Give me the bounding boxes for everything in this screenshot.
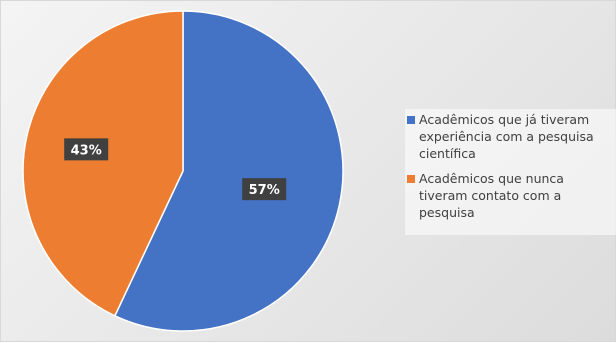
- pie-slice-never: [22, 10, 184, 317]
- legend-item-experienced: Acadêmicos que já tiveram experiência co…: [407, 111, 615, 162]
- legend: Acadêmicos que já tiveram experiência co…: [405, 109, 616, 235]
- legend-label: Acadêmicos que já tiveram experiência co…: [419, 112, 594, 161]
- legend-swatch-orange: [407, 175, 415, 183]
- legend-swatch-blue: [407, 116, 415, 124]
- data-label-text: 57%: [249, 183, 280, 198]
- pie-slice-experienced: [113, 10, 344, 332]
- legend-item-never: Acadêmicos que nunca tiveram contato com…: [407, 170, 615, 221]
- data-label-text: 43%: [71, 143, 102, 158]
- data-label-experienced: 57%: [242, 178, 287, 201]
- data-label-box: [242, 178, 287, 201]
- legend-label: Acadêmicos que nunca tiveram contato com…: [419, 171, 564, 220]
- data-label-never: 43%: [64, 138, 109, 161]
- data-label-box: [64, 138, 109, 161]
